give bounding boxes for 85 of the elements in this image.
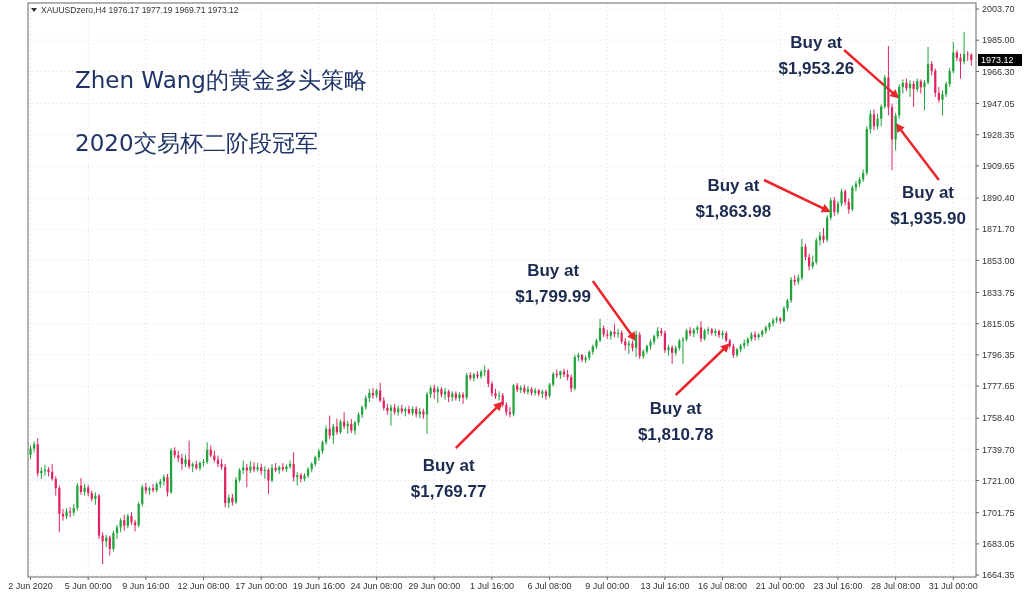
candlestick: [833, 196, 836, 217]
x-tick-label: 31 Jul 00:00: [928, 581, 978, 591]
price-tag: 1973.12: [978, 54, 1022, 66]
candlestick: [141, 484, 144, 507]
candlestick: [332, 423, 335, 445]
candlestick: [33, 440, 36, 453]
x-tick-label: 17 Jun 00:00: [235, 581, 288, 591]
x-tick-label: 13 Jul 16:00: [640, 581, 690, 591]
y-tick-label: 1664.35: [982, 570, 1015, 581]
annotation: Buy at $1,810.78: [637, 398, 714, 444]
text: 2020交易杯二阶段冠军: [75, 130, 318, 156]
x-tick-label: 2 Jun 2020: [8, 581, 53, 591]
y-tick-label: 1683.05: [982, 539, 1015, 550]
candlestick: [764, 324, 767, 335]
y-tick-label: 1985.00: [982, 35, 1015, 46]
y-tick-label: 2003.70: [982, 4, 1015, 15]
x-tick-label: 21 Jul 00:00: [755, 581, 805, 591]
x-tick-label: 24 Jun 08:00: [350, 581, 403, 591]
y-tick-label: 1853.00: [982, 255, 1015, 266]
x-tick-label: 9 Jun 16:00: [122, 581, 170, 591]
candlestick: [753, 330, 757, 341]
candlestick: [934, 68, 937, 98]
x-tick-label: 29 Jun 00:00: [408, 581, 461, 591]
y-tick-label: 1890.40: [982, 193, 1015, 204]
y-tick-label: 1796.35: [982, 350, 1015, 361]
candlestick: [948, 67, 951, 88]
candlestick: [627, 339, 630, 355]
candlestick: [379, 382, 382, 403]
candlestick: [299, 472, 302, 483]
y-tick-label: 1871.70: [982, 224, 1015, 235]
candlestick: [526, 385, 530, 396]
annotation: Buy at $1,863.98: [695, 175, 772, 221]
candlestick: [919, 78, 922, 95]
candlestick: [296, 471, 299, 487]
x-tick-label: 19 Jun 16:00: [292, 581, 345, 591]
y-tick-label: 1701.75: [982, 507, 1015, 518]
y-tick-label: 1739.70: [982, 444, 1015, 455]
text: Zhen Wang的黄金多头策略: [75, 67, 367, 93]
candlestick: [508, 406, 512, 418]
x-tick-label: 1 Jul 16:00: [469, 581, 514, 591]
candlestick: [926, 46, 930, 85]
candlestick: [151, 483, 155, 493]
annotation: Buy at $1,953.26: [778, 32, 855, 78]
x-tick-label: 28 Jul 08:00: [871, 581, 921, 591]
annotation: Buy at $1,935.90: [890, 182, 966, 228]
candlestick: [966, 50, 969, 62]
candlestick: [465, 372, 468, 401]
y-tick-label: 1758.40: [982, 413, 1015, 424]
annotation: XAUUSDzero,H4 1976.17 1977.19 1969.71 1973.12: [41, 5, 239, 15]
candlestick: [371, 387, 375, 400]
x-tick-label: 16 Jul 08:00: [698, 581, 748, 591]
candlestick: [699, 320, 703, 343]
x-tick-label: 6 Jul 08:00: [527, 581, 572, 591]
candlestick: [487, 368, 490, 388]
candlestick: [962, 31, 966, 65]
candlestick: [263, 465, 266, 480]
candlestick: [328, 415, 331, 440]
candlestick: [270, 463, 274, 483]
x-tick-label: 5 Jun 00:00: [64, 581, 112, 591]
candlestick: [144, 482, 147, 495]
candlestick: [869, 109, 872, 135]
candlestick: [829, 197, 832, 221]
candlestick: [959, 53, 962, 80]
candlestick: [671, 344, 674, 365]
y-tick-label: 1777.65: [982, 381, 1015, 392]
y-tick-label: 1966.30: [982, 66, 1015, 77]
y-tick-label: 1947.05: [982, 98, 1015, 109]
x-tick-label: 9 Jul 00:00: [585, 581, 630, 591]
candlestick: [288, 460, 292, 470]
annotation: Buy at $1,799.99: [515, 260, 592, 306]
x-tick-label: 23 Jul 16:00: [813, 581, 863, 591]
annotation: Buy at $1,769.77: [410, 455, 487, 501]
candlestick: [267, 467, 270, 495]
y-tick-label: 1909.65: [982, 161, 1015, 172]
candlestick: [166, 473, 169, 497]
candlestick: [425, 391, 429, 435]
y-tick-label: 1928.35: [982, 129, 1015, 140]
candlestick: [851, 184, 854, 212]
candlestick: [472, 372, 475, 382]
candlestick: [826, 214, 829, 243]
x-tick-label: 12 Jun 08:00: [177, 581, 230, 591]
y-tick-label: 1833.75: [982, 287, 1015, 298]
candlestick: [815, 237, 818, 266]
y-tick-label: 1721.00: [982, 475, 1015, 486]
y-tick-label: 1815.05: [982, 318, 1015, 329]
